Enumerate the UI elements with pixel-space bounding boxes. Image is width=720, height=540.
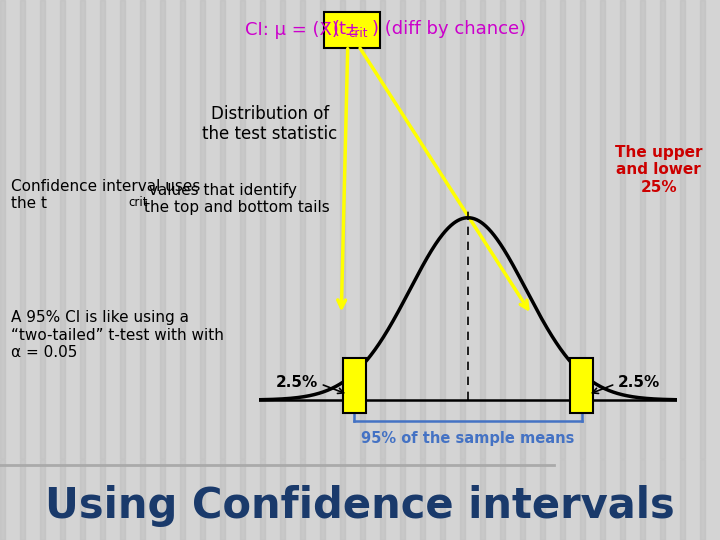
Text: crit: crit [348,27,368,40]
Bar [540,0,545,459]
Bar [60,0,65,459]
Text: A 95% CI is like using a
“two-tailed” t-test with with
α = 0.05: A 95% CI is like using a “two-tailed” t-… [11,310,224,360]
Bar [360,459,365,540]
Bar [640,459,645,540]
Bar [40,459,45,540]
Bar [520,459,525,540]
Bar [560,459,565,540]
Bar [660,0,665,459]
Text: Using Confidence intervals: Using Confidence intervals [45,485,675,527]
Bar [260,0,265,459]
Text: Distribution of
the test statistic: Distribution of the test statistic [202,105,338,143]
Text: (t: (t [333,20,346,38]
Text: 2.5%: 2.5% [276,375,318,390]
Bar [600,459,605,540]
Text: 95% of the sample means: 95% of the sample means [361,430,575,445]
Bar [500,0,505,459]
Bar [240,0,245,459]
Text: CI: μ = (X̄) ±: CI: μ = (X̄) ± [245,21,365,39]
FancyBboxPatch shape [570,359,593,413]
Text: Confidence interval uses
the t: Confidence interval uses the t [11,179,200,211]
Bar [140,0,145,459]
Bar [180,0,185,459]
Bar [580,459,585,540]
Bar [660,459,665,540]
Text: values that identify
the top and bottom tails: values that identify the top and bottom … [144,183,330,215]
Bar [120,459,125,540]
Bar [340,0,345,459]
Bar [80,459,85,540]
Bar [40,0,45,459]
Bar [560,0,565,459]
Bar [680,0,685,459]
Bar [200,459,205,540]
Bar [640,0,645,459]
Bar [220,459,225,540]
FancyBboxPatch shape [324,12,380,48]
Bar [300,459,305,540]
Bar [280,459,285,540]
Bar [340,459,345,540]
Bar [100,459,105,540]
Bar [700,459,705,540]
Text: 2.5%: 2.5% [618,375,660,390]
Bar [400,459,405,540]
Bar [280,0,285,459]
Bar [320,0,325,459]
Bar [620,459,625,540]
Bar [80,0,85,459]
Bar [260,459,265,540]
Bar [120,0,125,459]
Bar [20,0,25,459]
Bar [400,0,405,459]
Bar [700,0,705,459]
Bar [0,0,5,459]
Bar [440,0,445,459]
Bar [620,0,625,459]
Bar [440,459,445,540]
Bar [240,459,245,540]
Text: crit: crit [128,197,148,210]
Bar [500,459,505,540]
Bar [300,0,305,459]
Bar [160,459,165,540]
Bar [380,0,385,459]
Bar [220,0,225,459]
Bar [580,0,585,459]
Bar [540,459,545,540]
Bar [680,459,685,540]
Bar [140,459,145,540]
Bar [520,0,525,459]
Bar [100,0,105,459]
Bar [480,0,485,459]
Bar [360,0,365,459]
Bar [0,459,5,540]
Bar [600,0,605,459]
Bar [480,459,485,540]
Text: ) (diff by chance): ) (diff by chance) [372,20,526,38]
Bar [60,459,65,540]
Bar [200,0,205,459]
Bar [460,459,465,540]
Bar [420,0,425,459]
Bar [460,0,465,459]
FancyBboxPatch shape [343,359,366,413]
Text: The upper
and lower
25%: The upper and lower 25% [615,145,703,195]
Bar [20,459,25,540]
Bar [380,459,385,540]
Bar [420,459,425,540]
Bar [320,459,325,540]
Bar [180,459,185,540]
Bar [160,0,165,459]
